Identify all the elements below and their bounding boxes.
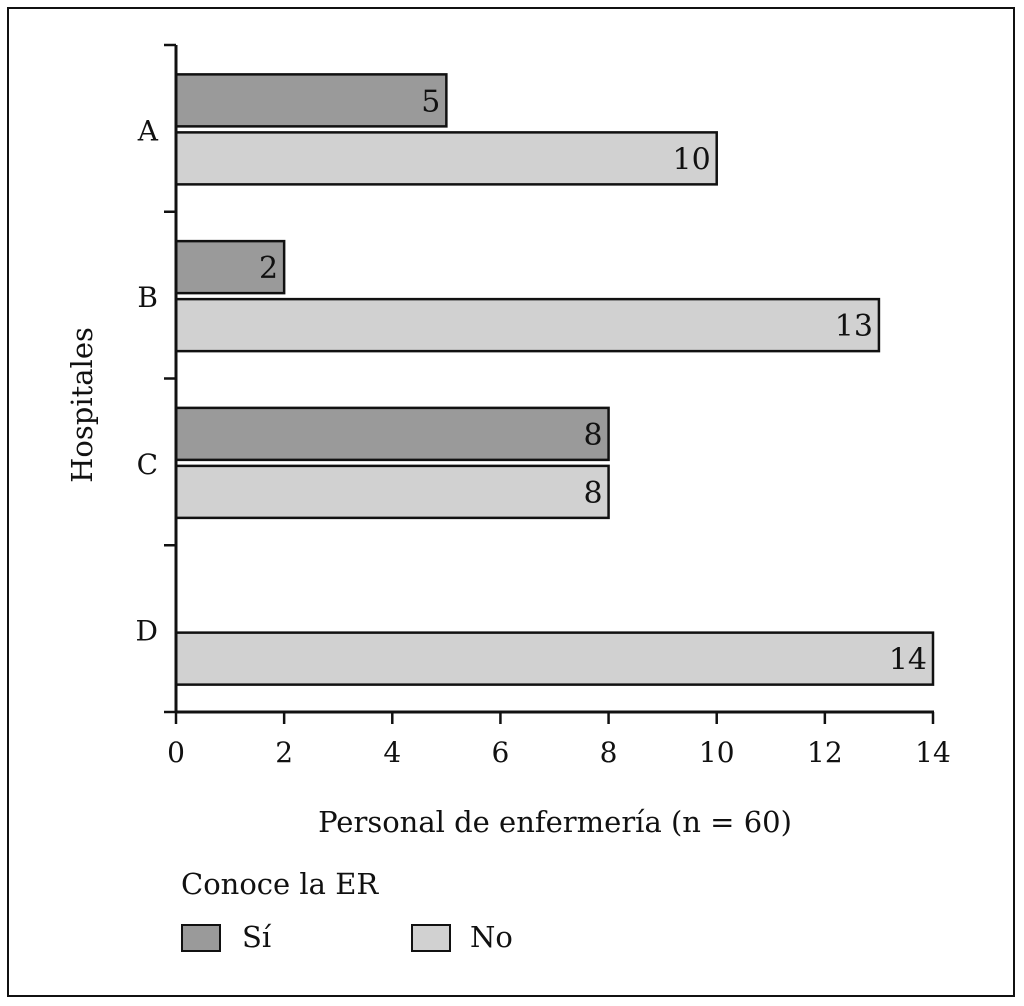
y-tick-label: D xyxy=(136,615,158,648)
x-tick-label: 10 xyxy=(699,736,735,769)
y-axis-label: Hospitales xyxy=(65,327,99,483)
data-label: 5 xyxy=(421,84,440,119)
data-label: 13 xyxy=(835,309,873,344)
data-label: 14 xyxy=(889,643,927,678)
bar-a-si xyxy=(174,73,448,128)
legend-label-si: Sí xyxy=(242,920,272,954)
bar-a-no xyxy=(174,131,718,186)
x-tick-label: 12 xyxy=(807,736,843,769)
bar-c-si xyxy=(174,406,610,462)
bar-b-no xyxy=(174,297,881,353)
x-tick-label: 6 xyxy=(492,736,510,769)
chart-frame xyxy=(7,7,1015,997)
x-tick-label: 0 xyxy=(167,736,185,769)
legend-title: Conoce la ER xyxy=(181,867,379,901)
data-label: 8 xyxy=(583,418,602,453)
legend-item-no: No xyxy=(411,920,513,954)
bar-c-no xyxy=(174,464,610,520)
x-tick-label: 14 xyxy=(915,736,951,769)
y-tick-label: A xyxy=(137,114,159,147)
legend-label-no: No xyxy=(470,920,513,954)
data-label: 8 xyxy=(583,476,602,511)
data-label: 2 xyxy=(259,251,278,286)
legend-swatch-no xyxy=(411,924,451,952)
y-tick-label: B xyxy=(137,281,158,314)
x-tick-label: 4 xyxy=(383,736,401,769)
x-tick-label: 8 xyxy=(600,736,618,769)
data-label: 10 xyxy=(673,142,711,177)
y-tick-label: C xyxy=(137,448,158,481)
legend-swatch-si xyxy=(181,924,221,952)
bar-d-no xyxy=(174,631,935,686)
x-tick-label: 2 xyxy=(275,736,293,769)
legend-item-si: Sí xyxy=(181,920,272,954)
x-axis-label: Personal de enfermería (n = 60) xyxy=(318,805,792,839)
